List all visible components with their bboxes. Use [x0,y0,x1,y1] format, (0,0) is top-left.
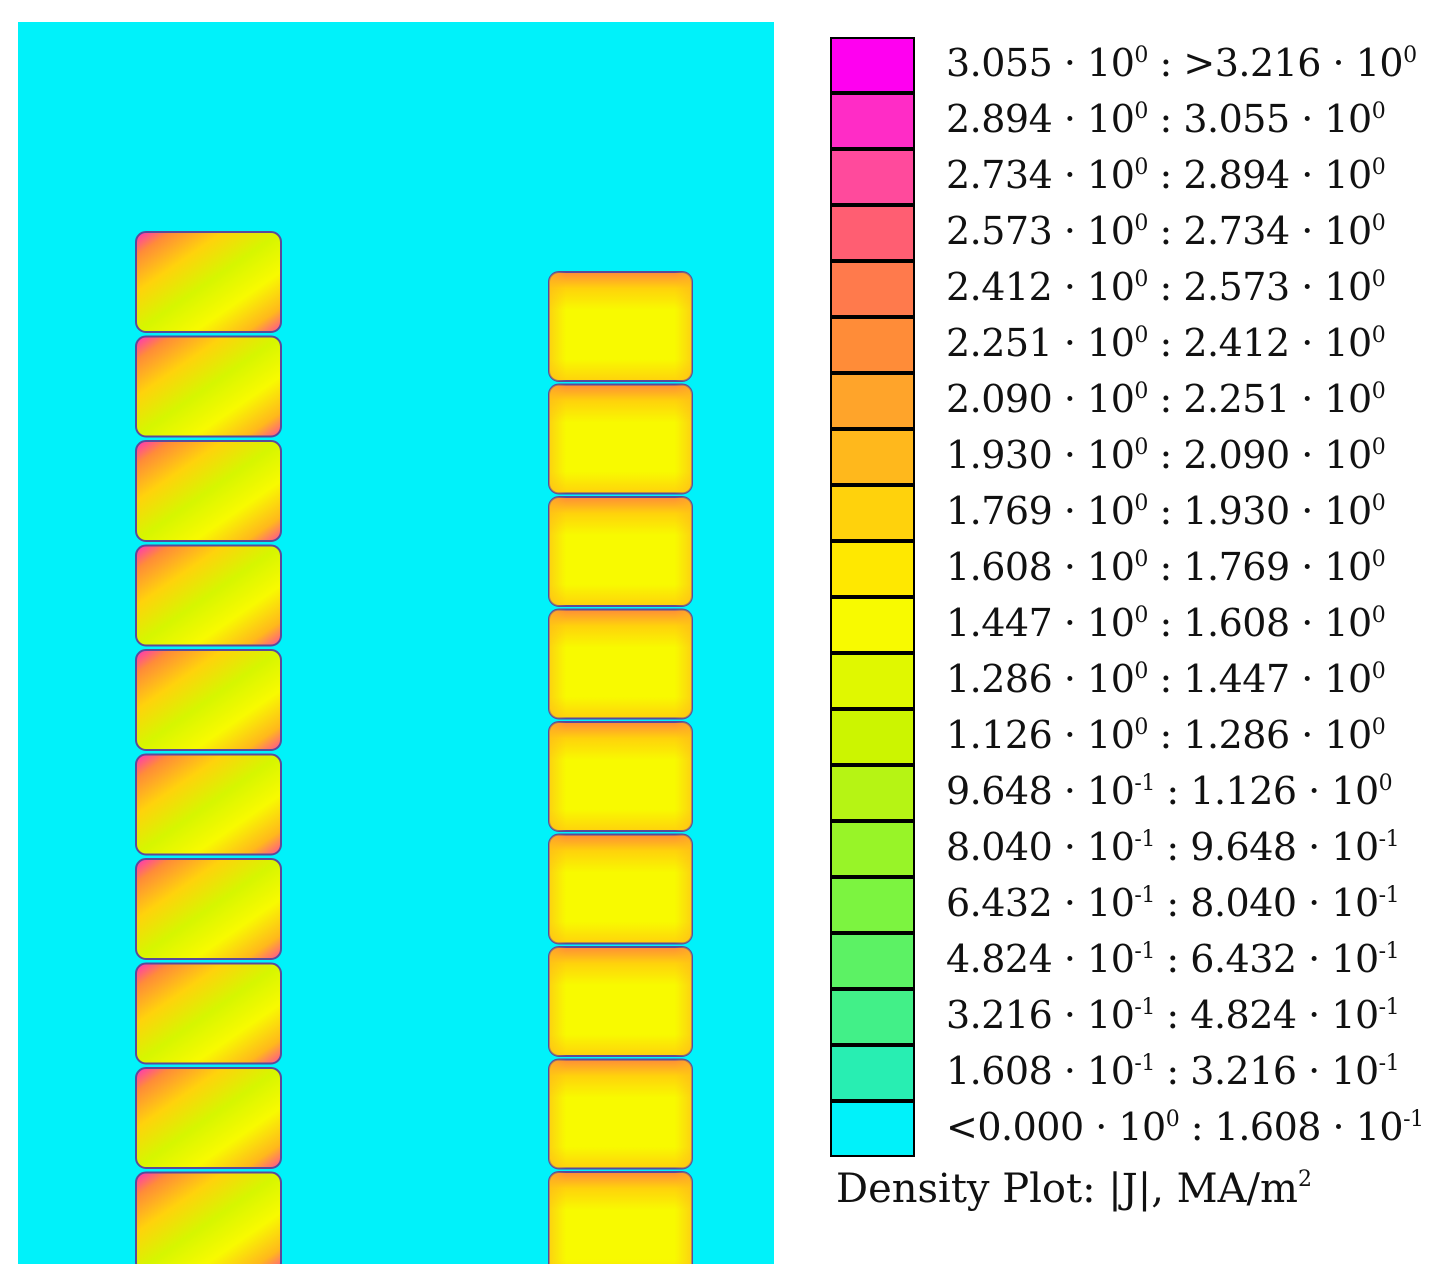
legend-row: 8.040 · 10-1 : 9.648 · 10-1 [830,821,1420,877]
legend-row: 2.251 · 100 : 2.412 · 100 [830,317,1420,373]
legend-label: 1.447 · 100 : 1.608 · 100 [946,601,1386,645]
legend-swatch [830,709,915,765]
conductor-block-shading [549,384,692,494]
conductor-block-shading [549,1172,692,1264]
legend-row: 4.824 · 10-1 : 6.432 · 10-1 [830,933,1420,989]
legend-row: 9.648 · 10-1 : 1.126 · 100 [830,765,1420,821]
left-conductor-column [135,231,282,1264]
legend-swatch [830,1045,915,1101]
legend-row: 2.573 · 100 : 2.734 · 100 [830,205,1420,261]
legend-row: <0.000 · 100 : 1.608 · 10-1 [830,1101,1424,1157]
legend-row: 1.126 · 100 : 1.286 · 100 [830,709,1420,765]
legend-swatch [830,93,915,149]
conductor-block [135,544,282,647]
legend-label: 4.824 · 10-1 : 6.432 · 10-1 [946,937,1400,981]
legend-label: 1.769 · 100 : 1.930 · 100 [946,489,1386,533]
conductor-block [135,231,282,333]
legend-label: 3.055 · 100 : >3.216 · 100 [946,41,1417,85]
legend-swatch [830,485,915,541]
conductor-block [135,649,282,751]
legend-swatch [830,37,915,93]
legend-row: 2.894 · 100 : 3.055 · 100 [830,93,1420,149]
legend-row: 1.286 · 100 : 1.447 · 100 [830,653,1420,709]
legend-label: 2.412 · 100 : 2.573 · 100 [946,265,1386,309]
conductor-block-shading [549,834,692,944]
legend-label: 2.734 · 100 : 2.894 · 100 [946,153,1386,197]
conductor-block-shading [549,497,692,606]
legend-label: 2.573 · 100 : 2.734 · 100 [946,209,1386,253]
legend-row: 1.769 · 100 : 1.930 · 100 [830,485,1420,541]
conductor-block-shading [549,947,692,1056]
legend-label: 1.126 · 100 : 1.286 · 100 [946,713,1386,757]
legend-swatch [830,877,915,933]
legend-swatch [830,989,915,1045]
legend-label: 2.090 · 100 : 2.251 · 100 [946,377,1386,421]
conductor-block [135,1171,282,1264]
legend-label: 1.286 · 100 : 1.447 · 100 [946,657,1386,701]
conductor-block [135,1067,282,1169]
legend-label: 2.894 · 100 : 3.055 · 100 [946,97,1386,141]
legend-label: 9.648 · 10-1 : 1.126 · 100 [946,769,1393,813]
legend-swatch [830,317,915,373]
legend: 3.055 · 100 : >3.216 · 100 2.894 · 100 : … [830,37,1424,1157]
legend-label: 6.432 · 10-1 : 8.040 · 10-1 [946,881,1400,925]
conductor-block [135,962,282,1065]
legend-row: 6.432 · 10-1 : 8.040 · 10-1 [830,877,1420,933]
conductor-block-shading [549,609,692,719]
conductor-block [135,858,282,960]
legend-swatch [830,765,915,821]
legend-swatch [830,1101,915,1157]
legend-swatch [830,541,915,597]
legend-swatch [830,933,915,989]
right-conductor-column [548,271,693,1264]
conductor-block [135,335,282,438]
legend-swatch [830,149,915,205]
density-plot-svg [18,22,774,1264]
legend-row: 1.608 · 10-1 : 3.216 · 10-1 [830,1045,1420,1101]
legend-row: 2.734 · 100 : 2.894 · 100 [830,149,1420,205]
legend-label: 1.608 · 10-1 : 3.216 · 10-1 [946,1049,1400,1093]
legend-title: Density Plot: |J|, MA/m2 [836,1166,1312,1212]
legend-row: 3.055 · 100 : >3.216 · 100 [830,37,1420,93]
legend-label: 8.040 · 10-1 : 9.648 · 10-1 [946,825,1400,869]
legend-label: 1.930 · 100 : 2.090 · 100 [946,433,1386,477]
legend-row: 2.412 · 100 : 2.573 · 100 [830,261,1420,317]
conductor-block [135,753,282,856]
legend-row: 1.447 · 100 : 1.608 · 100 [830,597,1420,653]
conductor-block-shading [549,722,692,831]
legend-swatch [830,821,915,877]
legend-row: 1.930 · 100 : 2.090 · 100 [830,429,1420,485]
legend-row: 3.216 · 10-1 : 4.824 · 10-1 [830,989,1420,1045]
legend-swatch [830,261,915,317]
legend-row: 1.608 · 100 : 1.769 · 100 [830,541,1420,597]
density-plot-area [18,22,774,1264]
legend-swatch [830,429,915,485]
legend-swatch [830,205,915,261]
conductor-block [135,440,282,542]
legend-label: 2.251 · 100 : 2.412 · 100 [946,321,1386,365]
conductor-block-shading [549,1059,692,1169]
legend-swatch [830,373,915,429]
legend-label: 1.608 · 100 : 1.769 · 100 [946,545,1386,589]
legend-label: 3.216 · 10-1 : 4.824 · 10-1 [946,993,1400,1037]
legend-row: 2.090 · 100 : 2.251 · 100 [830,373,1420,429]
legend-label: <0.000 · 100 : 1.608 · 10-1 [946,1105,1424,1149]
legend-swatch [830,597,915,653]
conductor-block-shading [549,272,692,381]
legend-swatch [830,653,915,709]
